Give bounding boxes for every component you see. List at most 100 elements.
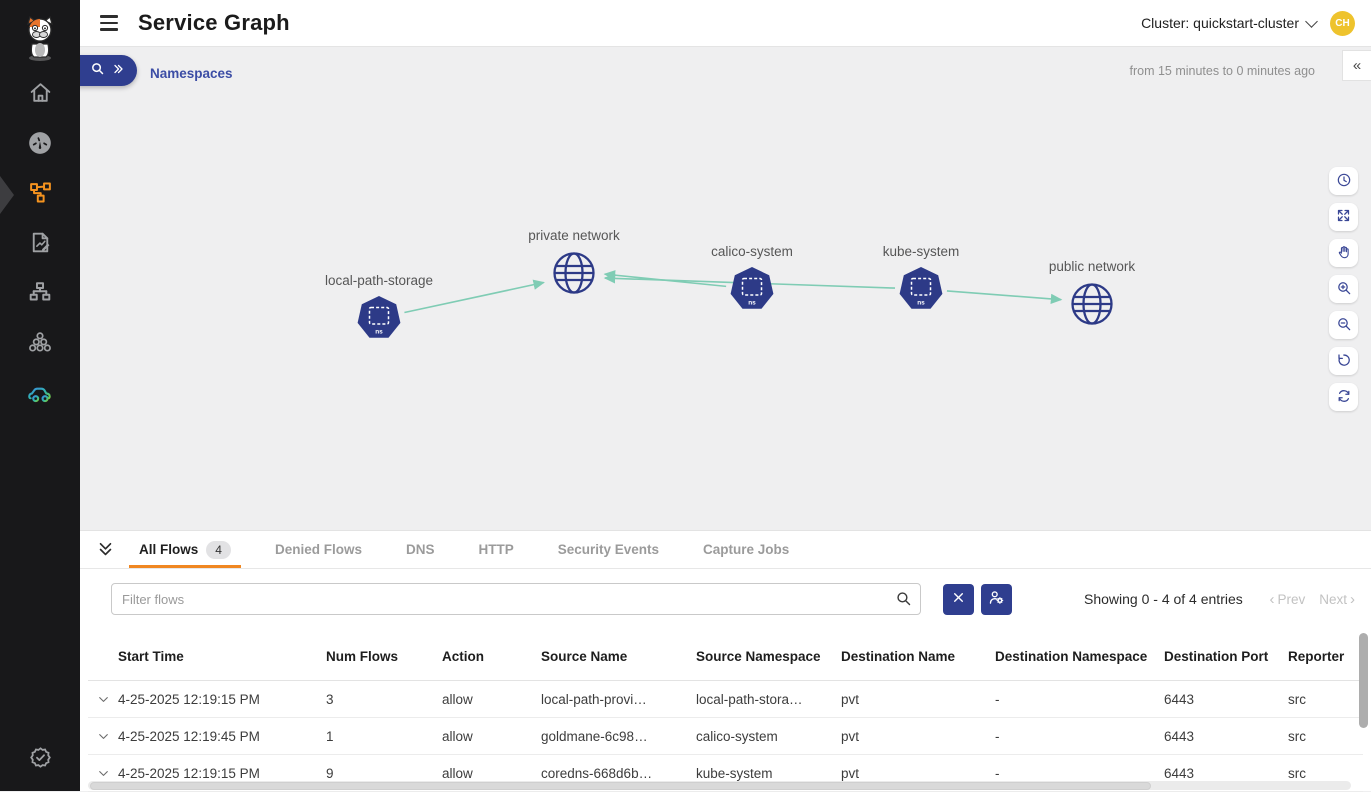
double-chevron-right-icon — [111, 62, 125, 80]
table-cell: goldmane-6c98… — [541, 728, 648, 744]
tab-count-badge: 4 — [206, 540, 231, 559]
vertical-scrollbar[interactable] — [1359, 631, 1369, 789]
svg-text:ns: ns — [748, 300, 756, 307]
refresh-button[interactable] — [1329, 383, 1358, 411]
graph-node-calico-system[interactable]: ns — [729, 266, 775, 312]
sidebar-item-image-assurance[interactable] — [16, 382, 64, 408]
flows-tabbar: All Flows 4 Denied Flows DNS HTTP Security Ev… — [80, 531, 1371, 569]
panel-collapse-double-chevron-icon[interactable] — [97, 531, 117, 568]
column-header-destination-name[interactable]: Destination Name — [841, 648, 956, 664]
table-cell: 4-25-2025 12:19:15 PM — [118, 691, 260, 707]
tab-capture-jobs[interactable]: Capture Jobs — [693, 531, 799, 568]
sidebar-item-network[interactable] — [16, 281, 64, 308]
hand-icon — [1336, 244, 1352, 263]
graph-edges — [404, 270, 1063, 314]
tab-all-flows[interactable]: All Flows 4 — [129, 531, 241, 568]
table-cell: 3 — [326, 691, 334, 707]
table-cell: src — [1288, 728, 1306, 744]
chevron-down-icon — [1305, 14, 1318, 28]
page-title: Service Graph — [138, 10, 290, 35]
gauge-icon — [27, 130, 53, 161]
column-header-reporter[interactable]: Reporter — [1288, 648, 1345, 664]
table-row: 4-25-2025 12:19:15 PM 3 allow local-path-pr… — [88, 681, 1363, 718]
graph-node-label-local-path-storage: local-path-storage — [324, 273, 434, 288]
column-header-action[interactable]: Action — [442, 648, 484, 664]
graph-node-local-path-storage[interactable]: ns — [356, 295, 402, 341]
graph-search-toggle[interactable] — [77, 55, 137, 86]
clock-icon — [1336, 172, 1352, 191]
flows-table: Start Time Num Flows Action Source Name Sour… — [88, 633, 1363, 792]
table-cell: kube-system — [696, 765, 773, 781]
table-row: 4-25-2025 12:19:45 PM 1 allow goldmane-6c98… — [88, 718, 1363, 755]
row-expand-chevron-icon[interactable] — [88, 693, 118, 706]
prev-page-button[interactable]: ‹ Prev — [1269, 590, 1306, 608]
row-expand-chevron-icon[interactable] — [88, 767, 118, 780]
calico-cat-logo[interactable] — [18, 12, 62, 64]
cluster-selector[interactable]: Cluster: quickstart-cluster — [1141, 14, 1318, 31]
column-header-source-namespace[interactable]: Source Namespace — [696, 648, 821, 664]
sidebar-item-service-graph[interactable] — [0, 176, 64, 214]
graph-toolbar — [1329, 167, 1358, 411]
filter-flows-input[interactable] — [111, 583, 921, 615]
time-button[interactable] — [1329, 167, 1358, 195]
refresh-icon — [1336, 388, 1352, 407]
zoom-out-button[interactable] — [1329, 311, 1358, 339]
main-area: Service Graph Cluster: quickstart-cluste… — [77, 0, 1371, 792]
pan-button[interactable] — [1329, 239, 1358, 267]
column-header-destination-port[interactable]: Destination Port — [1164, 648, 1269, 664]
tab-label: Denied Flows — [274, 542, 362, 557]
table-cell: - — [995, 765, 1000, 781]
fit-screen-button[interactable] — [1329, 203, 1358, 231]
reset-layout-button[interactable] — [1329, 347, 1358, 375]
showing-entries-label: Showing 0 - 4 of 4 entries — [1084, 591, 1243, 607]
horizontal-scrollbar[interactable] — [88, 781, 1351, 790]
tab-label: DNS — [405, 542, 435, 557]
flows-panel: All Flows 4 Denied Flows DNS HTTP Security Ev… — [80, 530, 1371, 792]
graph-node-label-kube-system: kube-system — [882, 244, 960, 259]
zoom-in-button[interactable] — [1329, 275, 1358, 303]
table-cell: pvt — [841, 765, 860, 781]
chevron-right-icon: › — [1350, 590, 1355, 608]
table-cell: src — [1288, 765, 1306, 781]
graph-node-private-network[interactable] — [551, 250, 597, 296]
tab-label: Security Events — [557, 542, 660, 557]
tab-denied-flows[interactable]: Denied Flows — [265, 531, 372, 568]
graph-node-label-public-network: public network — [1048, 259, 1136, 274]
customize-columns-button[interactable] — [981, 583, 1012, 615]
table-cell: allow — [442, 691, 473, 707]
right-panel-collapse-button[interactable]: « — [1342, 50, 1371, 81]
column-header-num-flows[interactable]: Num Flows — [326, 648, 399, 664]
table-cell: local-path-provi… — [541, 691, 647, 707]
flows-table-header: Start Time Num Flows Action Source Name Sour… — [88, 633, 1363, 681]
tab-http[interactable]: HTTP — [468, 531, 523, 568]
table-cell: 6443 — [1164, 691, 1195, 707]
column-header-destination-namespace[interactable]: Destination Namespace — [995, 648, 1148, 664]
sidebar-item-clusters[interactable] — [16, 331, 64, 358]
menu-hamburger-icon[interactable] — [96, 10, 122, 36]
sidebar-item-home[interactable] — [16, 82, 64, 108]
graph-node-public-network[interactable] — [1069, 281, 1115, 327]
clear-filter-button[interactable] — [943, 583, 974, 615]
avatar[interactable]: CH — [1330, 10, 1355, 36]
graph-node-kube-system[interactable]: ns — [898, 266, 944, 312]
car-icon — [26, 379, 54, 412]
table-cell: src — [1288, 691, 1306, 707]
cluster-selector-label: Cluster: quickstart-cluster — [1141, 15, 1299, 31]
user-gear-icon — [988, 589, 1005, 609]
column-header-start-time[interactable]: Start Time — [118, 648, 184, 664]
app-header: Service Graph Cluster: quickstart-cluste… — [80, 0, 1371, 47]
column-header-source-name[interactable]: Source Name — [541, 648, 628, 664]
sidebar-item-reports[interactable] — [16, 232, 64, 258]
sidebar-nav — [0, 82, 80, 408]
next-page-button[interactable]: Next › — [1319, 590, 1355, 608]
chevron-left-icon: ‹ — [1269, 590, 1275, 608]
breadcrumb[interactable]: Namespaces — [150, 66, 233, 81]
tab-security-events[interactable]: Security Events — [548, 531, 669, 568]
table-cell: coredns-668d6b… — [541, 765, 653, 781]
row-expand-chevron-icon[interactable] — [88, 730, 118, 743]
sidebar-item-dashboard[interactable] — [16, 130, 64, 161]
svg-text:ns: ns — [917, 300, 925, 307]
sidebar-item-certificate[interactable] — [16, 747, 64, 773]
tab-dns[interactable]: DNS — [396, 531, 445, 568]
close-icon — [952, 591, 965, 607]
